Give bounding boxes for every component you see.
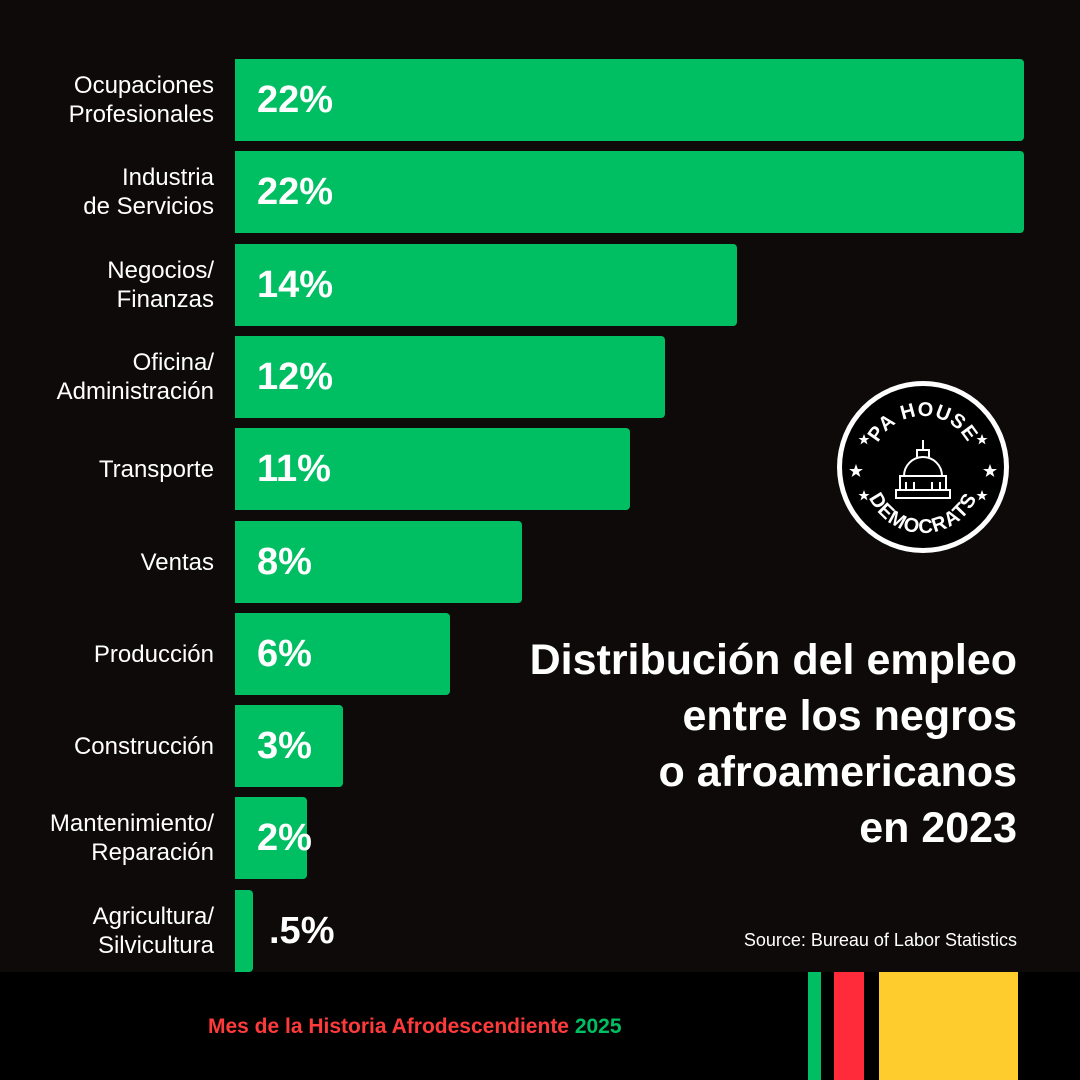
bar: [235, 705, 343, 787]
chart-title: Distribución del empleo entre los negros…: [529, 636, 1017, 852]
category-label: Ocupaciones Profesionales: [68, 72, 214, 128]
category-label: Producción: [93, 640, 214, 668]
value-label: 12%: [257, 355, 334, 398]
category-label: Industria de Servicios: [83, 164, 214, 220]
bar: [235, 244, 737, 326]
bar: [235, 890, 253, 972]
red-stripe: [834, 972, 864, 1080]
pa-house-democrats-logo: PA HOUSE DEMOCRATS: [837, 381, 1009, 553]
category-label: Ventas: [140, 548, 214, 576]
bar-row: Ventas 8%: [0, 521, 1080, 603]
value-label: 22%: [257, 78, 334, 121]
value-label: 2%: [257, 816, 312, 859]
footer-text: Mes de la Historia Afrodescendiente 2025: [208, 1015, 622, 1039]
capitol-icon: [895, 440, 951, 499]
bar: [235, 521, 522, 603]
bar: [235, 336, 665, 418]
category-label: Negocios/ Finanzas: [107, 257, 214, 313]
bar-row: Oficina/ Administración 12%: [0, 336, 1080, 418]
value-label: 11%: [257, 447, 331, 490]
value-label: 8%: [257, 540, 312, 583]
value-label: .5%: [269, 909, 335, 952]
bar-row: Ocupaciones Profesionales 22%: [0, 59, 1080, 141]
category-label: Agricultura/ Silvicultura: [92, 903, 214, 959]
value-label: 22%: [257, 170, 334, 213]
bar: [235, 613, 450, 695]
category-label: Transporte: [98, 455, 214, 483]
bar-row: Industria de Servicios 22%: [0, 151, 1080, 233]
source-note: Source: Bureau of Labor Statistics: [743, 930, 1017, 950]
bar: [235, 151, 1024, 233]
footer-text-year: 2025: [574, 1015, 622, 1038]
green-stripe: [808, 972, 821, 1080]
logo-stars: [849, 434, 997, 501]
value-label: 6%: [257, 632, 312, 675]
bar-row: Agricultura/ Silvicultura .5%: [0, 890, 1080, 972]
value-label: 14%: [257, 263, 334, 306]
bar-row: Mantenimiento/ Reparación 2%: [0, 797, 1080, 879]
bar: [235, 428, 630, 510]
footer-text-main: Mes de la Historia Afrodescendiente: [208, 1015, 575, 1038]
category-label: Construcción: [73, 732, 214, 760]
category-label: Mantenimiento/ Reparación: [49, 810, 214, 866]
bar: [235, 59, 1024, 141]
yellow-stripe: [879, 972, 1018, 1080]
category-label: Oficina/ Administración: [56, 349, 214, 405]
chart-area: Ocupaciones Profesionales 22% Industria de…: [0, 59, 1080, 972]
bar: [235, 797, 307, 879]
bar-row: Transporte 11%: [0, 428, 1080, 510]
bar-row: Producción 6%: [0, 613, 1080, 695]
value-label: 3%: [257, 724, 312, 767]
bar-row: Construcción 3%: [0, 705, 1080, 787]
bar-row: Negocios/ Finanzas 14%: [0, 244, 1080, 326]
